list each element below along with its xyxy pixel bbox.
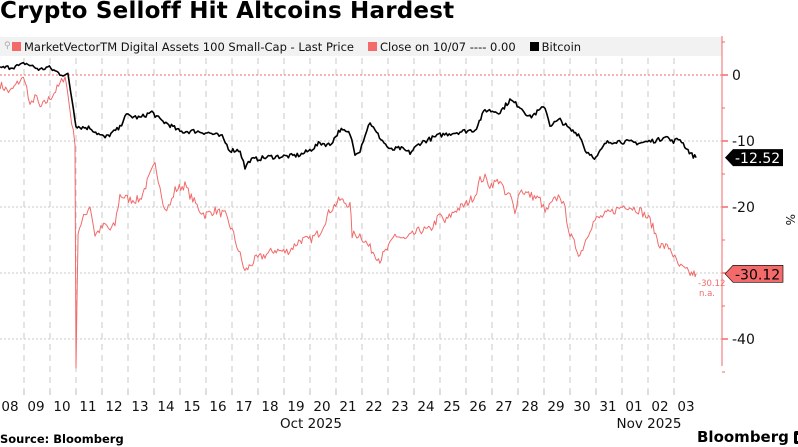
x-tick-label: 10: [53, 399, 70, 415]
x-tick-label: 23: [391, 399, 408, 415]
value-labels: -30.12-12.52-30.12n.a.: [698, 149, 784, 299]
legend-label-bitcoin: Bitcoin: [541, 39, 582, 54]
smallcap-last-value: -30.12: [735, 267, 780, 283]
x-tick-label: 31: [599, 399, 616, 415]
x-tick-label: 20: [313, 399, 330, 415]
legend-swatch-bitcoin: [529, 42, 539, 51]
legend-swatch-smallcap: [12, 42, 21, 51]
x-tick-label: 22: [365, 399, 382, 415]
y-axis-label: %: [783, 214, 797, 225]
y-tick-label: -20: [732, 200, 755, 216]
x-tick-label: 08: [1, 399, 18, 415]
month-label: Nov 2025: [617, 416, 682, 432]
bloomberg-logo-icon: [793, 430, 798, 444]
x-tick-label: 28: [521, 399, 538, 415]
bitcoin-last-value-tag: [725, 149, 783, 167]
bitcoin-last-value: -12.52: [735, 151, 780, 167]
pin-icon: ⚲: [4, 41, 11, 51]
x-tick-label: 19: [287, 399, 304, 415]
x-axis: 08 09 10 11 12 13 14 15 16 17 18 19 20 21 22 23 24 25 26 27…: [1, 390, 695, 432]
smallcap-line: [0, 76, 697, 369]
bloomberg-brand: Bloomberg: [697, 428, 798, 446]
chart-title: Crypto Selloff Hit Altcoins Hardest: [0, 0, 455, 24]
legend-label-smallcap: MarketVectorTM Digital Assets 100 Small-…: [24, 39, 355, 54]
legend-item-close-ref: Close on 10/07 ---- 0.00: [368, 40, 516, 54]
legend-item-smallcap: MarketVectorTM Digital Assets 100 Small-…: [12, 40, 354, 54]
x-tick-label: 11: [79, 399, 96, 415]
bitcoin-line: [0, 61, 697, 170]
x-tick-label: 26: [469, 399, 486, 415]
x-tick-label: 17: [235, 399, 252, 415]
x-tick-label: 02: [651, 399, 668, 415]
legend-label-close-ref: Close on 10/07 ---- 0.00: [380, 39, 516, 54]
smallcap-annotation-na: n.a.: [699, 289, 715, 299]
x-tick-label: 18: [261, 399, 278, 415]
x-tick-label: 15: [183, 399, 200, 415]
brand-name: Bloomberg: [697, 428, 789, 446]
month-label: Oct 2025: [280, 416, 342, 432]
legend-swatch-close-ref: [368, 42, 378, 51]
horizontal-gridlines: [0, 74, 722, 340]
series-lines: [0, 61, 697, 369]
x-tick-label: 29: [547, 399, 564, 415]
x-tick-label: 14: [157, 399, 174, 415]
x-tick-label: 25: [443, 399, 460, 415]
y-tick-label: 0: [732, 68, 741, 84]
legend-item-bitcoin: Bitcoin: [529, 39, 582, 54]
x-tick-label: 27: [495, 399, 512, 415]
x-tick-label: 12: [105, 399, 122, 415]
smallcap-annotation-value: -30.12: [698, 279, 725, 289]
x-tick-label: 30: [573, 399, 590, 415]
chart-legend: ⚲ MarketVectorTM Digital Assets 100 Smal…: [0, 37, 722, 56]
source-note: Source: Bloomberg: [0, 432, 124, 446]
y-tick-label: -10: [732, 134, 755, 150]
smallcap-last-value-tag: [724, 264, 784, 283]
y-tick-label: -40: [732, 332, 755, 348]
x-tick-label: 03: [677, 399, 694, 415]
x-tick-label: 13: [131, 399, 148, 415]
x-tick-label: 01: [625, 399, 642, 415]
vertical-gridlines: [23, 58, 675, 390]
x-tick-label: 21: [339, 399, 356, 415]
y-axis: 0-10-20-30-40%: [721, 36, 797, 373]
x-tick-label: 24: [417, 399, 434, 415]
x-tick-label: 16: [209, 399, 226, 415]
x-tick-label: 09: [27, 399, 44, 415]
